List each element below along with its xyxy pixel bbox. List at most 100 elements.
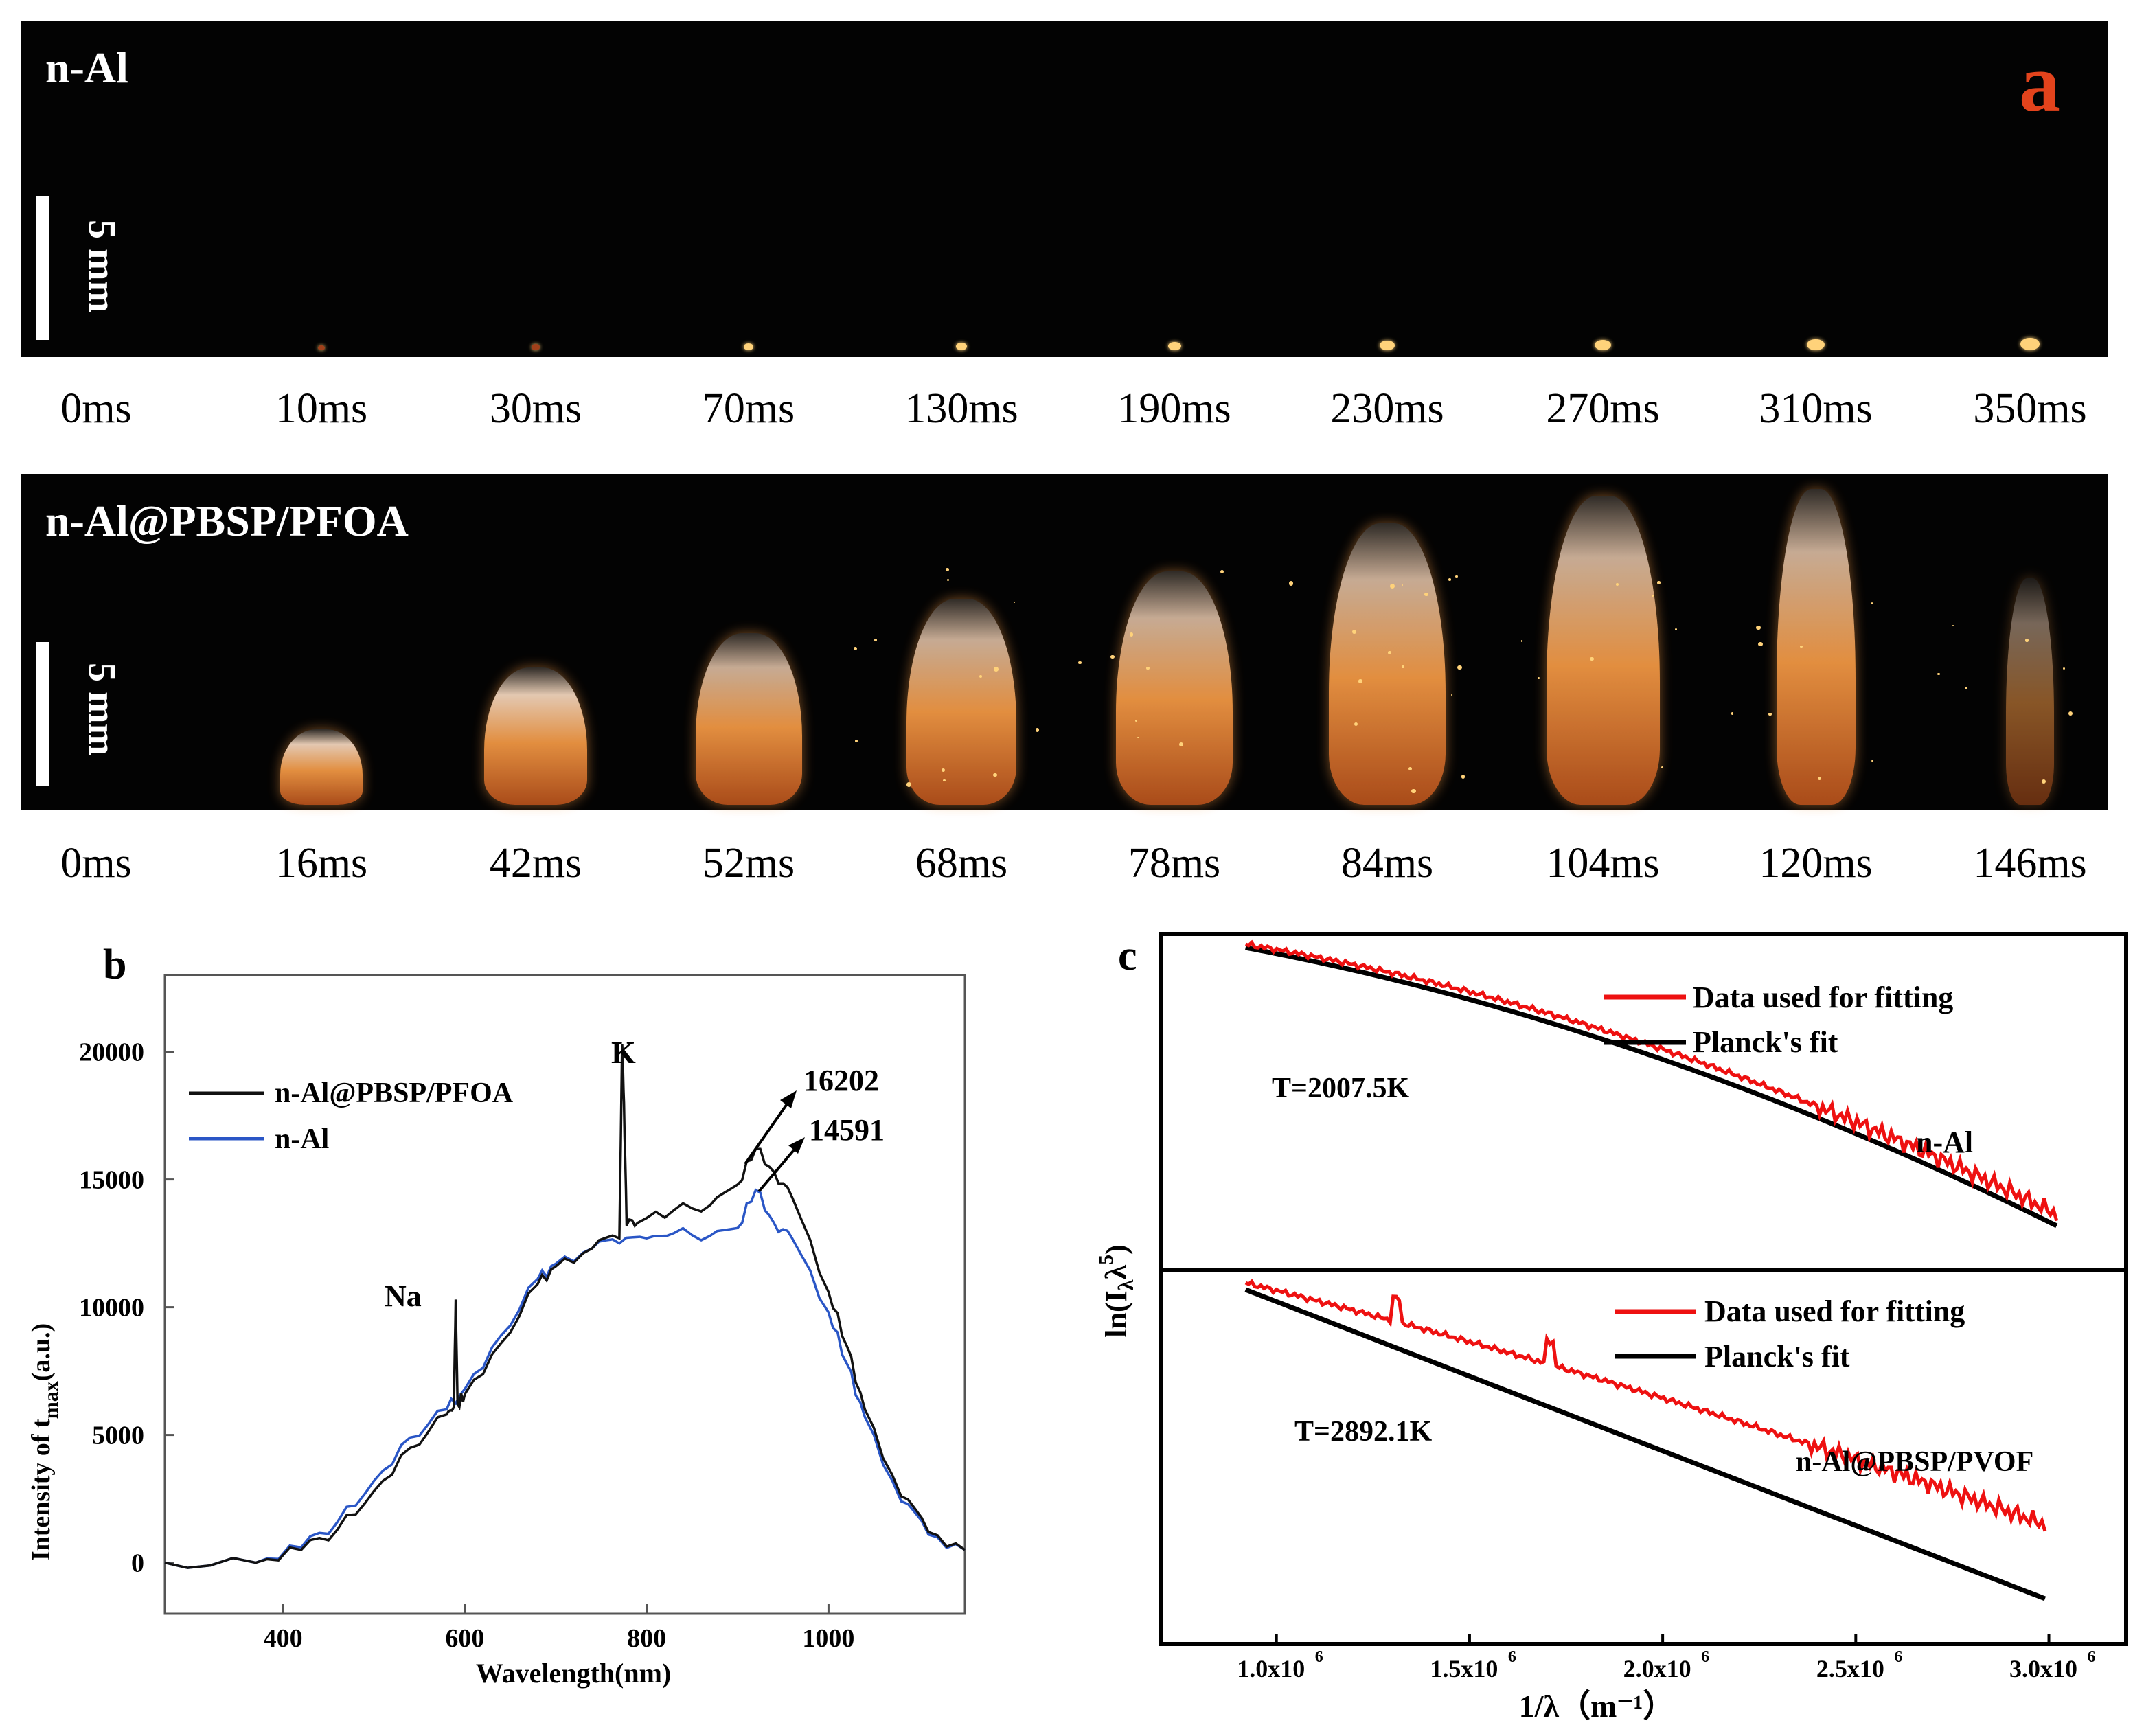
spark: [906, 782, 911, 788]
spark: [1800, 645, 1803, 648]
spark: [1675, 628, 1678, 631]
pfoa-time-label-1: 16ms: [275, 840, 368, 887]
combustion-plume: [484, 667, 587, 805]
spark: [1401, 584, 1403, 586]
combustion-plume: [1776, 489, 1856, 805]
spark: [1461, 775, 1465, 779]
scale-bar: [36, 642, 49, 786]
spark: [1871, 760, 1874, 762]
b-annotation-na: Na: [385, 1279, 422, 1313]
combustion-plume: [695, 633, 802, 805]
panel-letter-c: c: [1118, 933, 1137, 979]
spark: [1455, 575, 1458, 578]
panel-c-planck-fit-chart: c 1.0x10 6 1.5x10 6 2.0x10 6 2.5x10 6 3.0x10 6 1/…: [1095, 932, 2128, 1724]
spark: [1220, 570, 1224, 574]
c-x-tick-label: 3.0x10: [2009, 1655, 2077, 1682]
b-y-tick-label: 10000: [79, 1294, 144, 1323]
c-x-tick-exponent: 6: [1701, 1648, 1709, 1666]
c-bottom-legend-label-fit: Planck's fit: [1704, 1340, 1850, 1373]
c-x-tick-label: 2.5x10: [1816, 1655, 1884, 1682]
b-y-axis-label: Intensity of tmax(a.u.): [27, 1323, 62, 1561]
ember-particle: [1167, 341, 1181, 350]
spark: [855, 740, 858, 743]
spark: [1448, 578, 1451, 581]
n-al-time-label-7: 270ms: [1546, 385, 1660, 432]
combustion-plume: [906, 599, 1016, 805]
c-x-tick-exponent: 6: [1894, 1648, 1902, 1666]
spark: [1358, 679, 1362, 683]
spark: [1457, 665, 1462, 670]
spark: [1616, 583, 1619, 586]
c-top-temperature: T=2007.5K: [1272, 1073, 1409, 1104]
spark: [1520, 640, 1523, 643]
c-bottom-fit-curve: [1244, 1287, 2046, 1601]
pfoa-time-label-8: 120ms: [1759, 840, 1873, 887]
b-annotation-k: K: [611, 1035, 636, 1070]
spark: [1110, 654, 1115, 659]
panel-a-strip-n-al-pbsp-pfoa: n-Al@PBSP/PFOA 5 mm: [21, 474, 2108, 810]
spark: [1129, 632, 1134, 637]
spark: [1411, 788, 1416, 794]
combustion-plume: [1546, 496, 1660, 805]
spark: [994, 667, 999, 672]
spark: [943, 779, 946, 782]
b-y-tick-label: 15000: [79, 1166, 144, 1195]
b-series-line-n-al: [164, 1188, 966, 1569]
spark: [1768, 712, 1772, 716]
c-bottom-sample-label: n-Al@PBSP/PVOF: [1796, 1446, 2033, 1478]
combustion-plume: [280, 729, 363, 805]
pfoa-time-label-2: 42ms: [489, 840, 582, 887]
timeline-n-al-pbsp-pfoa: 0ms 16ms 42ms 52ms 68ms 78ms 84ms 104ms 120ms 146…: [21, 839, 2108, 894]
c-x-tick-exponent: 6: [2088, 1648, 2096, 1666]
c-x-tick-label: 1.5x10: [1430, 1655, 1498, 1682]
spark: [1402, 665, 1404, 668]
spark: [946, 568, 949, 571]
spark: [1036, 728, 1040, 732]
pfoa-time-label-0: 0ms: [60, 840, 132, 887]
spark: [2068, 711, 2073, 716]
b-y-axis-label-main: Intensity of t: [27, 1419, 56, 1561]
spark: [2025, 639, 2029, 642]
spark: [1661, 766, 1663, 768]
spark: [1756, 625, 1761, 630]
b-y-tick-label: 0: [131, 1549, 144, 1578]
spark: [1178, 742, 1183, 746]
spark: [1652, 595, 1654, 597]
pfoa-time-label-4: 68ms: [915, 840, 1008, 887]
n-al-time-label-6: 230ms: [1330, 385, 1444, 432]
n-al-time-label-9: 350ms: [1973, 385, 2087, 432]
spark: [1731, 712, 1733, 715]
b-x-tick-label: 600: [445, 1624, 484, 1653]
n-al-time-label-2: 30ms: [489, 385, 582, 432]
spark: [853, 647, 857, 651]
scale-bar: [36, 196, 49, 340]
spark: [1590, 656, 1595, 661]
b-x-axis-label: Wavelength(nm): [476, 1658, 671, 1689]
ember-particle: [1380, 341, 1395, 350]
ember-particle: [1595, 339, 1611, 350]
c-x-tick-label: 1.0x10: [1237, 1655, 1305, 1682]
panel-b-series: [164, 1044, 966, 1569]
spark: [1424, 592, 1429, 597]
spark: [874, 639, 878, 641]
ember-particle: [1807, 339, 1825, 350]
spark: [2042, 779, 2046, 784]
ember-particle: [743, 343, 754, 350]
combustion-plume: [1329, 523, 1446, 805]
spark: [1288, 581, 1294, 586]
c-bottom-temperature: T=2892.1K: [1294, 1416, 1432, 1448]
pfoa-time-label-9: 146ms: [1973, 840, 2087, 887]
c-top-fit-curve: [1245, 945, 2058, 1229]
b-arrowhead-14591: [788, 1137, 805, 1154]
spark: [1937, 673, 1940, 676]
b-arrow-14591: [757, 1145, 798, 1193]
ember-particle: [531, 344, 540, 350]
c-x-ticks: 1.0x10 6 1.5x10 6 2.0x10 6 2.5x10 6 3.0x10 6: [1237, 1634, 2096, 1682]
b-x-tick-label: 1000: [802, 1624, 854, 1653]
panel-letter-b: b: [103, 941, 126, 988]
c-bottom-legend-label-data: Data used for fitting: [1704, 1294, 1965, 1328]
pfoa-time-label-6: 84ms: [1341, 840, 1434, 887]
b-legend-label-n-al: n-Al: [275, 1123, 329, 1155]
spark: [1952, 624, 1954, 627]
